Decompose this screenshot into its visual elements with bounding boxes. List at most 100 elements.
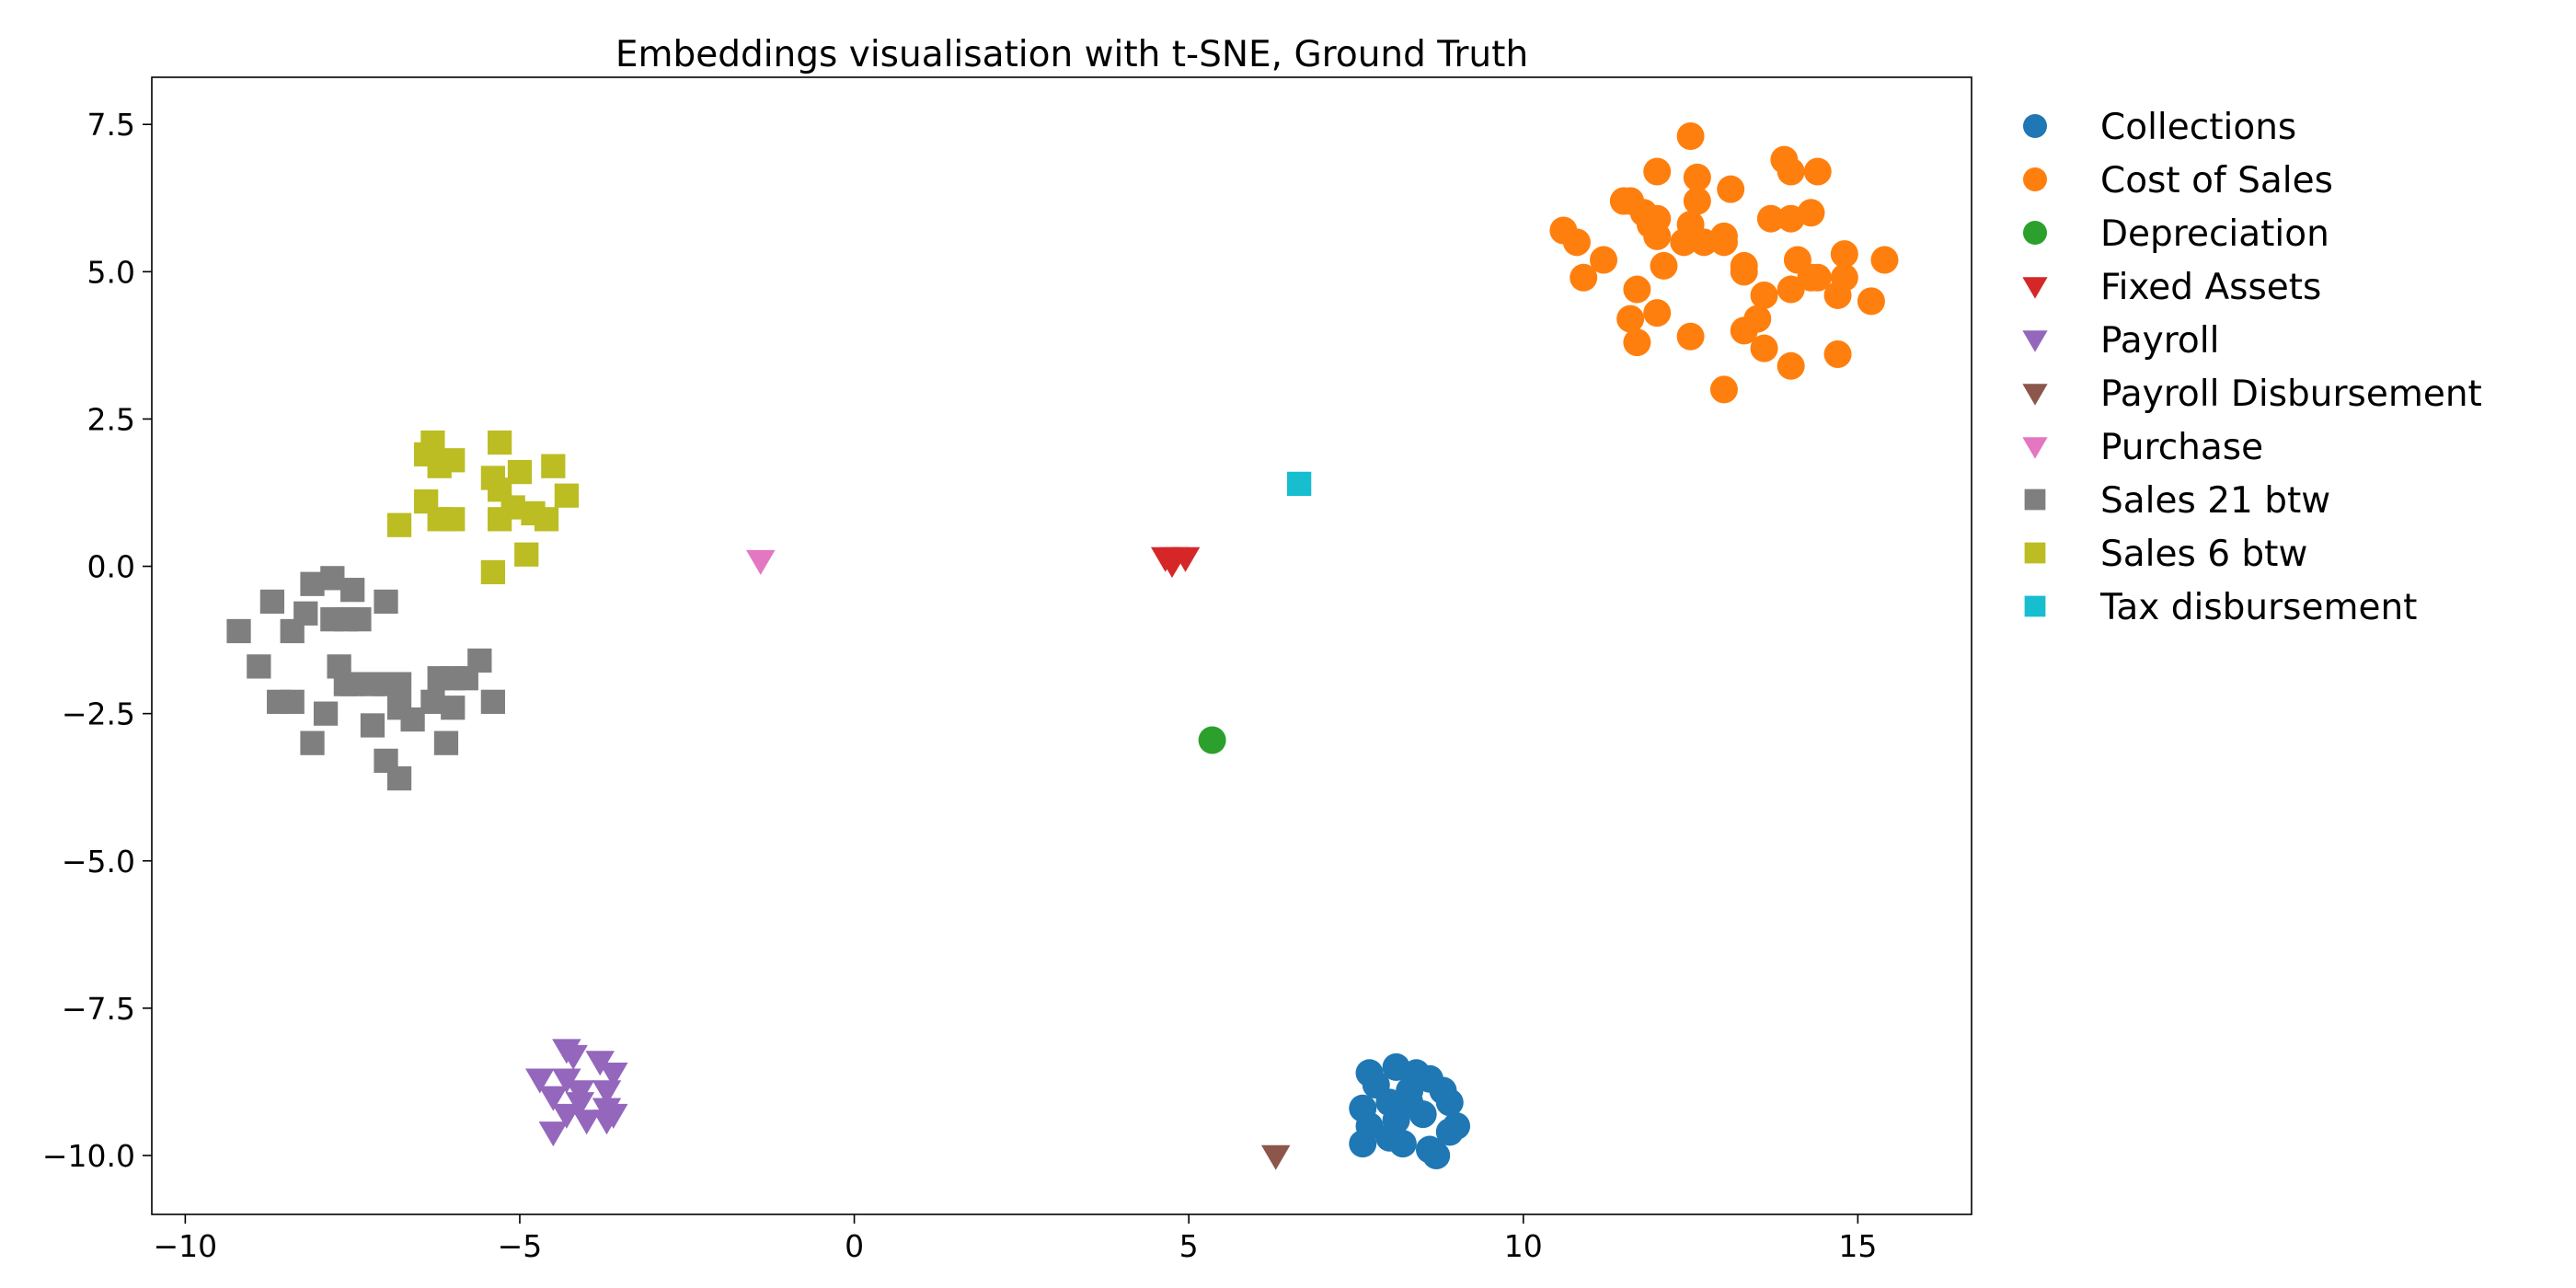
- y-tick-label: −5.0: [62, 844, 135, 880]
- legend-label: Depreciation: [2100, 213, 2329, 255]
- data-point: [1623, 275, 1651, 304]
- data-point: [374, 589, 398, 615]
- y-tick-label: 5.0: [87, 254, 135, 290]
- legend-label: Collections: [2100, 107, 2296, 148]
- data-point: [441, 696, 466, 720]
- x-tick-label: 5: [1179, 1228, 1199, 1264]
- data-point: [386, 765, 412, 791]
- data-point: [488, 507, 512, 532]
- data-point: [1650, 251, 1678, 280]
- data-point: [541, 454, 566, 478]
- legend-marker: [2022, 384, 2048, 406]
- legend-label: Tax disbursement: [2099, 587, 2417, 628]
- data-point: [1857, 287, 1885, 316]
- data-point: [1157, 553, 1187, 579]
- data-point: [1777, 157, 1805, 186]
- data-point: [441, 507, 466, 532]
- y-tick-label: 2.5: [87, 401, 135, 437]
- data-point: [1750, 334, 1778, 362]
- data-point: [538, 1121, 569, 1147]
- data-point: [1730, 316, 1758, 345]
- data-point: [525, 1068, 555, 1094]
- data-point: [1777, 275, 1805, 304]
- data-point: [1730, 258, 1758, 286]
- data-point: [1643, 157, 1672, 186]
- legend-marker: [2024, 595, 2046, 617]
- data-point: [1756, 204, 1785, 233]
- data-point: [313, 701, 339, 726]
- data-point: [1750, 281, 1778, 309]
- data-point: [1287, 471, 1312, 497]
- data-point: [1643, 222, 1672, 250]
- data-point: [1777, 351, 1805, 380]
- data-point: [280, 689, 305, 714]
- data-point: [746, 549, 776, 575]
- data-point: [1803, 263, 1832, 292]
- legend-label: Payroll: [2100, 320, 2219, 362]
- data-point: [1623, 328, 1651, 357]
- data-point: [1616, 305, 1645, 333]
- legend-label: Purchase: [2100, 427, 2263, 468]
- data-point: [280, 618, 305, 644]
- data-point: [1870, 246, 1899, 274]
- y-axis: 7.5 5.0 2.5 0.0 −2.5 −5.0 −7.5 −10.0: [42, 107, 152, 1174]
- legend-label: Payroll Disbursement: [2100, 374, 2482, 415]
- legend-marker: [2024, 542, 2046, 564]
- y-tick-label: −2.5: [62, 696, 135, 732]
- data-point: [320, 607, 345, 632]
- data-point: [1797, 199, 1825, 227]
- data-point: [247, 654, 271, 679]
- data-point: [1570, 263, 1598, 292]
- data-point: [400, 707, 425, 732]
- x-tick-label: −5: [498, 1228, 543, 1264]
- data-point: [1676, 211, 1705, 239]
- data-point: [1683, 163, 1711, 191]
- data-point: [558, 1044, 588, 1070]
- data-point: [1823, 281, 1852, 309]
- data-point: [259, 589, 285, 615]
- data-point: [488, 430, 512, 455]
- data-point: [1435, 1088, 1464, 1117]
- data-point: [1198, 726, 1226, 754]
- data-point: [1562, 228, 1591, 257]
- data-point: [1388, 1130, 1417, 1158]
- data-point: [340, 578, 365, 603]
- x-tick-label: 15: [1838, 1228, 1877, 1264]
- data-point: [514, 542, 539, 567]
- data-point: [554, 483, 579, 508]
- data-point: [480, 689, 505, 714]
- chart-title: Embeddings visualisation with t-SNE, Gro…: [615, 34, 1528, 75]
- data-point: [1349, 1130, 1377, 1158]
- x-axis: −10 −5 0 5 10 15: [154, 1214, 1877, 1264]
- data-point: [1683, 187, 1711, 215]
- legend-marker: [2022, 277, 2048, 299]
- data-point: [480, 559, 505, 585]
- legend-marker: [2022, 437, 2048, 459]
- legend-label: Fixed Assets: [2100, 267, 2321, 308]
- data-point: [538, 1086, 569, 1111]
- data-point: [534, 507, 559, 532]
- data-point: [300, 730, 325, 755]
- data-point: [386, 672, 412, 696]
- data-point: [1409, 1100, 1437, 1129]
- y-tick-label: 0.0: [87, 549, 135, 585]
- data-point: [454, 666, 478, 691]
- data-point: [427, 454, 452, 478]
- data-point: [347, 607, 372, 632]
- data-point: [300, 571, 325, 596]
- data-point: [1260, 1144, 1291, 1170]
- legend-marker: [2022, 330, 2048, 352]
- legend-label: Sales 6 btw: [2100, 534, 2307, 575]
- x-tick-label: 0: [845, 1228, 864, 1264]
- data-point: [1590, 246, 1618, 274]
- data-point: [1709, 375, 1738, 404]
- legend-marker: [2023, 221, 2047, 245]
- y-tick-label: −10.0: [42, 1138, 135, 1174]
- data-point: [226, 618, 251, 644]
- legend-marker: [2024, 489, 2046, 511]
- y-tick-label: 7.5: [87, 107, 135, 143]
- data-point: [1676, 122, 1705, 151]
- legend-label: Cost of Sales: [2100, 160, 2333, 201]
- data-point: [386, 512, 412, 537]
